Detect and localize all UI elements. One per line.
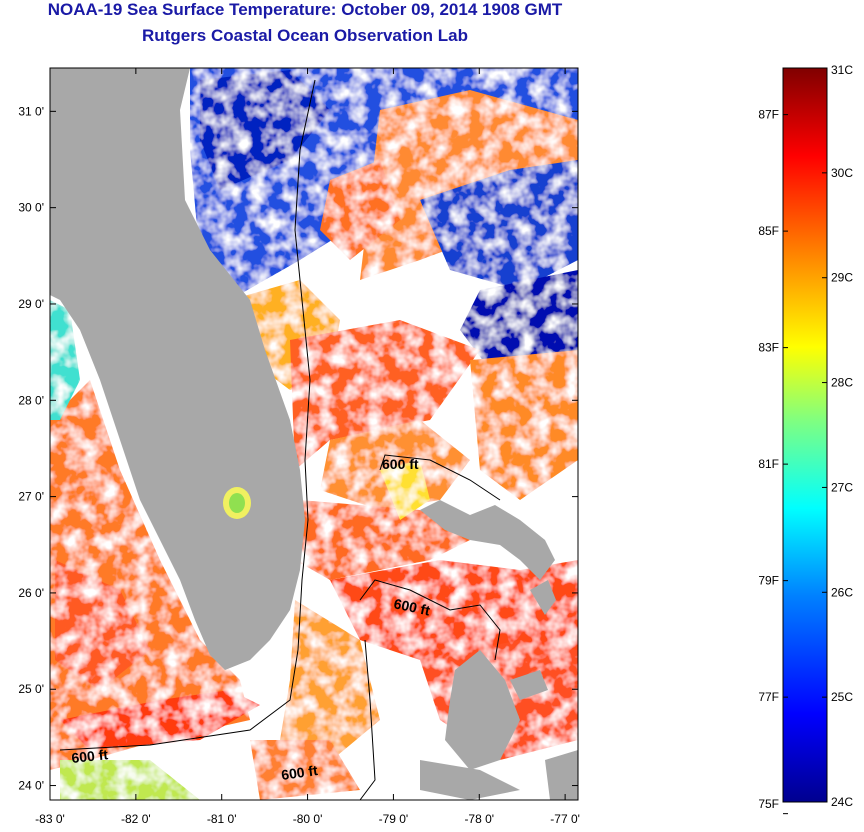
latitude-axis: 24 0' 25 0' 26 0' 27 0' 28 0' 29 0' 30 0' 31 0' xyxy=(18,104,578,793)
colorbar-celsius-labels: 31C 30C 29C 28C 27C 26C 25C 24C xyxy=(822,63,853,809)
sst-field xyxy=(50,68,578,800)
lon-tick-label: -78 0' xyxy=(464,812,494,826)
lat-tick-label: 26 0' xyxy=(18,586,44,600)
lon-tick-label: -82 0' xyxy=(121,812,151,826)
colorbar-celsius-label: 26C xyxy=(831,585,853,599)
lon-tick-label: -81 0' xyxy=(207,812,237,826)
contour-label: 600 ft xyxy=(392,595,431,618)
lat-tick-label: 27 0' xyxy=(18,490,44,504)
land xyxy=(50,68,578,800)
bathymetry-contours xyxy=(59,79,501,800)
colorbar-fahrenheit-label: 79F xyxy=(758,574,779,588)
lon-tick-label: -80 0' xyxy=(293,812,323,826)
lon-tick-label: -83 0' xyxy=(35,812,65,826)
contour-label: 600 ft xyxy=(382,456,419,472)
map-title: NOAA-19 Sea Surface Temperature: October… xyxy=(47,0,563,19)
lake-core xyxy=(229,493,245,513)
lon-tick-label: -79 0' xyxy=(379,812,409,826)
colorbar-fahrenheit-label: 81F xyxy=(758,457,779,471)
sst-map-area xyxy=(50,68,578,800)
contour-label: 600 ft xyxy=(280,762,319,783)
colorbar-celsius-label: 31C xyxy=(831,63,853,77)
colorbar-fahrenheit-label: 77F xyxy=(758,690,779,704)
lat-tick-label: 28 0' xyxy=(18,393,44,407)
colorbar-fahrenheit-label: 85F xyxy=(758,224,779,238)
colorbar-fahrenheit-labels: 87F 85F 83F 81F 79F 77F 75F xyxy=(758,108,788,815)
lat-tick-label: 25 0' xyxy=(18,682,44,696)
lon-tick-label: -77 0' xyxy=(550,812,580,826)
longitude-axis: -83 0' -82 0' -81 0' -80 0' -79 0' -78 0' -77 … xyxy=(35,68,580,826)
lat-tick-label: 29 0' xyxy=(18,297,44,311)
colorbar-fahrenheit-label: 83F xyxy=(758,341,779,355)
colorbar-celsius-label: 30C xyxy=(831,166,853,180)
colorbar-celsius-label: 25C xyxy=(831,690,853,704)
colorbar-fahrenheit-label: 87F xyxy=(758,108,779,122)
colorbar-celsius-label: 29C xyxy=(831,271,853,285)
map-frame xyxy=(49,67,579,801)
lat-tick-label: 30 0' xyxy=(18,201,44,215)
lat-tick-label: 31 0' xyxy=(18,104,44,118)
colorbar-celsius-label: 24C xyxy=(831,795,853,809)
contour-label: 600 ft xyxy=(71,746,109,766)
lat-tick-label: 24 0' xyxy=(18,779,44,793)
colorbar xyxy=(782,67,828,803)
colorbar-celsius-label: 28C xyxy=(831,376,853,390)
colorbar-celsius-label: 27C xyxy=(831,480,853,494)
map-subtitle: Rutgers Coastal Ocean Observation Lab xyxy=(142,26,468,45)
colorbar-fahrenheit-label: 75F xyxy=(758,797,779,811)
